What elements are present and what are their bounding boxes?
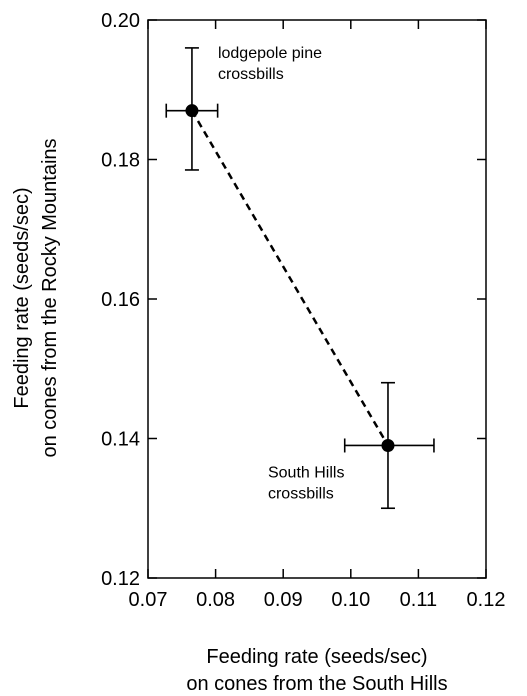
y-axis-title-line1: Feeding rate (seeds/sec) <box>11 187 33 408</box>
x-tick-label: 0.10 <box>331 589 370 611</box>
point-label-line2: crossbills <box>218 66 284 83</box>
x-tick-label: 0.09 <box>264 589 303 611</box>
x-tick-label: 0.07 <box>129 589 168 611</box>
dashed-connector <box>190 110 390 447</box>
point-label-line1: South Hills <box>268 464 344 481</box>
x-tick-label: 0.08 <box>196 589 235 611</box>
points-layer: lodgepole pine crossbills South Hills cross… <box>165 45 435 510</box>
y-tick-label: 0.12 <box>101 568 140 590</box>
connector-layer <box>190 110 390 447</box>
point-label-line1: lodgepole pine <box>218 45 322 62</box>
point-label-line2: crossbills <box>268 485 334 502</box>
data-point-group: South Hills crossbills <box>268 381 435 510</box>
y-tick-label: 0.20 <box>101 10 140 32</box>
y-tick-label: 0.16 <box>101 289 140 311</box>
x-tick-label: 0.12 <box>467 589 506 611</box>
data-point-marker <box>185 104 199 118</box>
axis-ticks: 0.07 0.08 0.09 0.10 0.11 0.12 0.12 0.14 0.16 0.18… <box>101 10 505 611</box>
y-axis-title-line2: on cones from the Rocky Mountains <box>39 138 61 457</box>
y-tick-label: 0.18 <box>101 150 140 172</box>
x-axis-title-line1: Feeding rate (seeds/sec) <box>206 646 427 668</box>
x-axis-title-line2: on cones from the South Hills <box>186 673 447 695</box>
x-tick-label: 0.11 <box>400 589 437 611</box>
data-point-group: lodgepole pine crossbills <box>165 45 322 171</box>
data-point-marker <box>381 438 395 452</box>
y-tick-label: 0.14 <box>101 429 140 451</box>
